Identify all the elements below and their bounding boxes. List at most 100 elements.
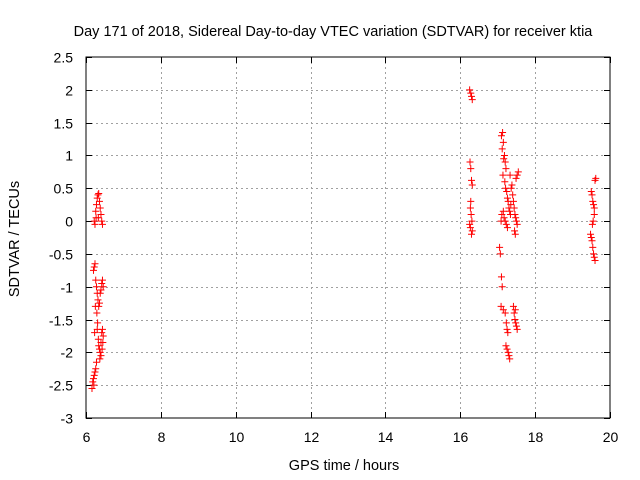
- data-point: [499, 138, 507, 146]
- data-point: [502, 342, 510, 350]
- data-point: [501, 178, 509, 186]
- data-point: [91, 220, 99, 228]
- data-point: [468, 96, 476, 104]
- data-point: [499, 171, 507, 179]
- data-point: [590, 204, 598, 212]
- y-tick-label: 2.5: [54, 50, 74, 66]
- data-point: [587, 188, 595, 196]
- chart-title: Day 171 of 2018, Sidereal Day-to-day VTE…: [74, 24, 594, 40]
- data-point: [589, 243, 597, 251]
- data-point: [587, 234, 595, 241]
- data-point: [497, 217, 505, 225]
- data-point: [498, 145, 506, 153]
- y-tick-label: 1.5: [54, 116, 74, 132]
- data-point: [468, 176, 476, 184]
- data-point: [90, 381, 98, 389]
- plot-frame: [85, 56, 611, 419]
- data-point: [94, 296, 102, 304]
- x-tick-label: 16: [453, 429, 469, 445]
- data-point: [502, 165, 510, 173]
- y-tick-label: -2: [61, 345, 74, 361]
- data-point: [504, 348, 512, 356]
- data-point: [99, 332, 107, 340]
- data-point: [511, 227, 519, 235]
- data-point: [92, 207, 100, 215]
- x-tick-label: 10: [229, 429, 245, 445]
- data-points: [88, 86, 600, 392]
- data-point: [512, 214, 520, 222]
- data-point: [468, 92, 476, 100]
- data-point: [503, 325, 511, 333]
- data-point: [590, 211, 598, 219]
- x-tick-label: 14: [378, 429, 394, 445]
- data-point: [95, 197, 103, 205]
- data-point: [505, 352, 513, 360]
- data-point: [94, 319, 102, 327]
- data-point: [588, 191, 596, 199]
- data-point: [501, 158, 509, 166]
- y-axis-label: SDTVAR / TECUs: [7, 181, 23, 297]
- data-point: [95, 342, 103, 350]
- data-point: [92, 358, 100, 366]
- data-point: [467, 165, 475, 173]
- y-tick-label: -1: [61, 280, 74, 296]
- data-point: [90, 217, 98, 225]
- data-point: [497, 132, 505, 140]
- data-point: [512, 174, 520, 182]
- data-point: [590, 253, 598, 261]
- data-point: [92, 276, 100, 284]
- data-point: [90, 371, 98, 379]
- data-point: [502, 319, 510, 327]
- y-tick-label: 2: [65, 83, 73, 99]
- data-point: [467, 211, 475, 219]
- data-point: [502, 220, 510, 228]
- data-point: [590, 201, 598, 209]
- data-point: [92, 214, 100, 222]
- data-point: [513, 171, 521, 179]
- y-tick-label: -2.5: [49, 378, 73, 394]
- data-point: [98, 220, 106, 228]
- data-point: [503, 188, 511, 196]
- data-point: [91, 302, 99, 310]
- data-point: [99, 283, 107, 291]
- data-point: [588, 237, 596, 245]
- data-point: [466, 158, 474, 166]
- data-point: [500, 155, 508, 163]
- data-point: [510, 309, 518, 317]
- x-axis-label: GPS time / hours: [289, 458, 399, 474]
- data-point: [501, 309, 509, 317]
- data-point: [590, 250, 598, 258]
- data-point: [589, 197, 597, 205]
- data-point: [98, 345, 106, 353]
- x-tick-label: 12: [304, 429, 320, 445]
- data-point: [512, 319, 520, 327]
- data-point: [466, 204, 474, 212]
- data-point: [468, 230, 476, 238]
- data-point: [591, 256, 599, 264]
- data-point: [509, 191, 517, 199]
- data-point: [89, 266, 97, 274]
- data-point: [467, 197, 475, 205]
- data-point: [496, 250, 504, 258]
- data-point: [511, 230, 519, 238]
- data-point: [99, 339, 107, 347]
- data-point: [468, 181, 476, 189]
- data-point: [468, 227, 476, 235]
- data-point: [588, 220, 596, 228]
- data-point: [92, 201, 100, 209]
- data-point: [513, 325, 521, 333]
- data-point: [513, 220, 521, 228]
- data-point: [508, 181, 516, 189]
- y-tick-label: 1: [65, 148, 73, 164]
- data-point: [89, 378, 97, 386]
- data-point: [497, 273, 505, 281]
- y-tick-label: 0.5: [54, 181, 74, 197]
- data-point: [98, 276, 106, 284]
- data-point: [496, 243, 504, 251]
- data-point: [95, 190, 103, 198]
- data-point: [96, 348, 104, 356]
- grid-layer: [86, 57, 610, 418]
- data-point: [587, 230, 595, 238]
- data-point: [511, 306, 519, 314]
- data-point: [507, 201, 515, 209]
